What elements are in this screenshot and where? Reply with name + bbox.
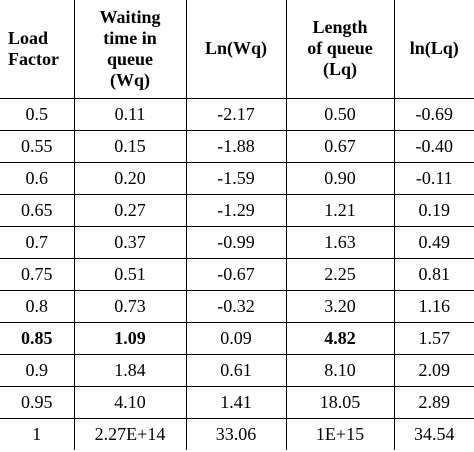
header-line: Load [8, 27, 49, 48]
table-cell: -0.99 [185, 225, 287, 259]
table-cell: -1.29 [185, 193, 287, 227]
table-cell: 1.21 [285, 193, 395, 227]
table-body: 0.5 0.11 -2.17 0.50 -0.69 0.55 0.15 -1.88 0.67 -0… [0, 97, 474, 450]
table-row: 0.75 0.51 -0.67 2.25 0.81 [0, 257, 474, 291]
table-cell: 0.49 [393, 225, 474, 259]
table-cell: 2.27E+14 [73, 417, 187, 450]
header-line: (Wq) [110, 69, 150, 90]
table-cell: 0.7 [0, 225, 75, 259]
table-cell: 0.61 [185, 353, 287, 387]
table-cell: -0.32 [185, 289, 287, 323]
table-cell: 1.63 [285, 225, 395, 259]
table-cell: 0.15 [73, 129, 187, 163]
table-row: 0.5 0.11 -2.17 0.50 -0.69 [0, 97, 474, 131]
table-cell: 1.16 [393, 289, 474, 323]
table-row: 0.85 1.09 0.09 4.82 1.57 [0, 321, 474, 355]
table-cell: 1.09 [73, 321, 187, 355]
table-header: Load Factor Waiting time in queue (Wq) Ln(Wq) L… [0, 0, 474, 99]
table-cell: 0.27 [73, 193, 187, 227]
table-cell: 0.81 [393, 257, 474, 291]
header-line: Waiting [99, 6, 161, 27]
table-cell: 1.41 [185, 385, 287, 419]
table-cell: 2.89 [393, 385, 474, 419]
table-cell: 0.75 [0, 257, 75, 291]
table-cell: -1.59 [185, 161, 287, 195]
table-row: 0.95 4.10 1.41 18.05 2.89 [0, 385, 474, 419]
table-cell: 0.65 [0, 193, 75, 227]
table-row: 0.6 0.20 -1.59 0.90 -0.11 [0, 161, 474, 195]
table-cell: -1.88 [185, 129, 287, 163]
table-cell: 0.09 [185, 321, 287, 355]
table-cell: 0.20 [73, 161, 187, 195]
table-cell: 0.37 [73, 225, 187, 259]
ln-lq-header: ln(Lq) [393, 0, 474, 99]
table-cell: 0.67 [285, 129, 395, 163]
table-row: 0.7 0.37 -0.99 1.63 0.49 [0, 225, 474, 259]
table-cell: 1.57 [393, 321, 474, 355]
waiting-time-header: Waiting time in queue (Wq) [73, 0, 187, 99]
table-cell: 2.25 [285, 257, 395, 291]
table-cell: 0.19 [393, 193, 474, 227]
table-cell: 0.90 [285, 161, 395, 195]
table-cell: -0.11 [393, 161, 474, 195]
table-row: 0.9 1.84 0.61 8.10 2.09 [0, 353, 474, 387]
header-line: Length [312, 17, 368, 38]
table-cell: 0.85 [0, 321, 75, 355]
table-cell: 4.82 [285, 321, 395, 355]
table-cell: 0.5 [0, 97, 75, 131]
table-cell: -0.67 [185, 257, 287, 291]
table-row: 0.65 0.27 -1.29 1.21 0.19 [0, 193, 474, 227]
table-cell: 0.73 [73, 289, 187, 323]
header-row: Load Factor Waiting time in queue (Wq) Ln(Wq) L… [0, 0, 474, 99]
table-row: 1 2.27E+14 33.06 1E+15 34.54 [0, 417, 474, 450]
table-cell: 2.09 [393, 353, 474, 387]
table-cell: 1E+15 [285, 417, 395, 450]
table-cell: -0.69 [393, 97, 474, 131]
table-cell: 0.6 [0, 161, 75, 195]
queue-length-header: Length of queue (Lq) [285, 0, 395, 99]
ln-wq-header: Ln(Wq) [185, 0, 287, 99]
load-factor-header: Load Factor [0, 0, 75, 99]
table-cell: 0.11 [73, 97, 187, 131]
header-line: Ln(Wq) [204, 38, 267, 59]
table-cell: 0.95 [0, 385, 75, 419]
table-cell: 8.10 [285, 353, 395, 387]
table-cell: 0.9 [0, 353, 75, 387]
header-line: of queue [307, 38, 373, 59]
header-line: ln(Lq) [409, 38, 459, 59]
table-cell: 1 [0, 417, 75, 450]
table-row: 0.8 0.73 -0.32 3.20 1.16 [0, 289, 474, 323]
table-cell: 3.20 [285, 289, 395, 323]
header-line: (Lq) [322, 59, 357, 80]
table-cell: 34.54 [393, 417, 474, 450]
header-line: Factor [8, 48, 59, 69]
table-cell: 0.51 [73, 257, 187, 291]
table-cell: 4.10 [73, 385, 187, 419]
table-cell: -0.40 [393, 129, 474, 163]
header-line: queue [106, 48, 153, 69]
table-cell: -2.17 [185, 97, 287, 131]
table-cell: 0.50 [285, 97, 395, 131]
table-cell: 1.84 [73, 353, 187, 387]
header-line: time in [103, 27, 157, 48]
table-cell: 18.05 [285, 385, 395, 419]
table-cell: 33.06 [185, 417, 287, 450]
table-cell: 0.8 [0, 289, 75, 323]
table-row: 0.55 0.15 -1.88 0.67 -0.40 [0, 129, 474, 163]
table-cell: 0.55 [0, 129, 75, 163]
